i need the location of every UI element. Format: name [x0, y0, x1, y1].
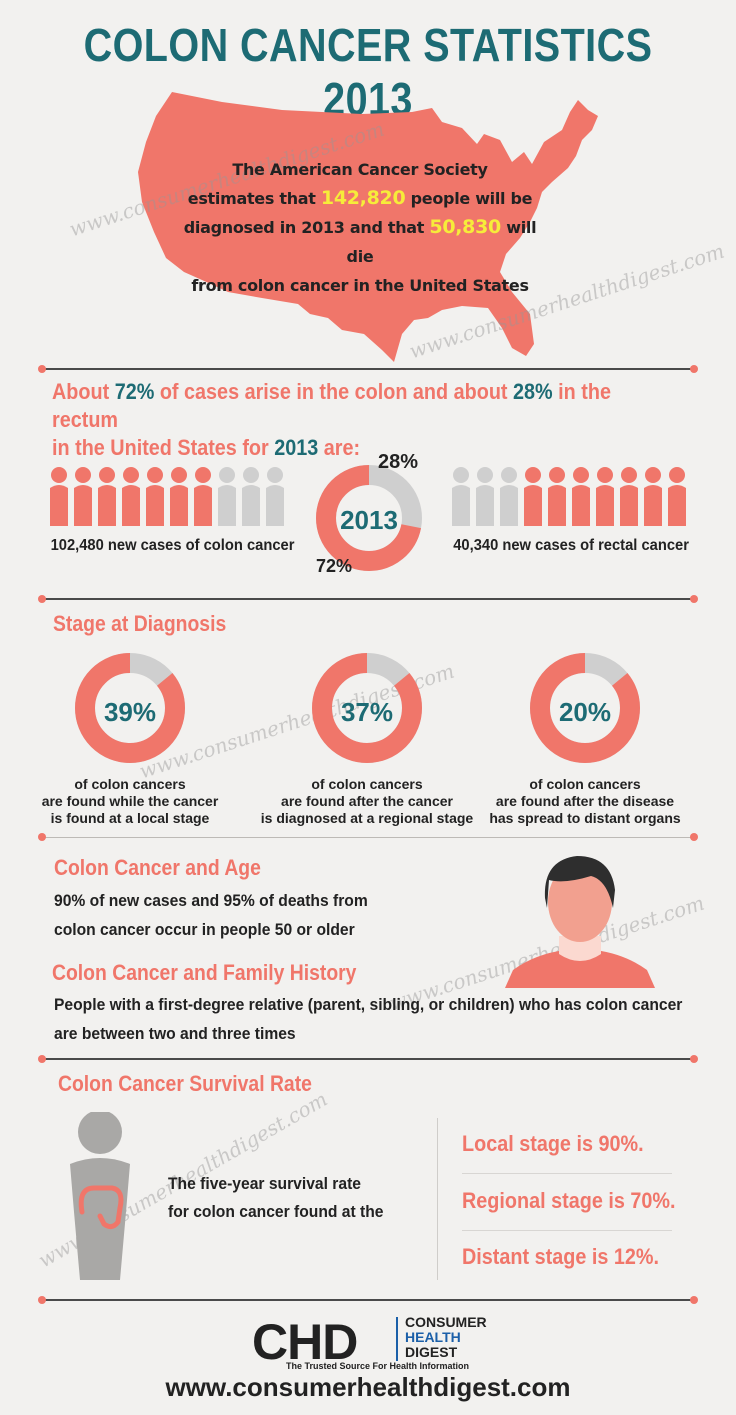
person-icon: [476, 467, 494, 526]
age-text: 90% of new cases and 95% of deaths from …: [54, 891, 368, 939]
section-divider: [38, 833, 698, 841]
stage-caption: of colon cancers are found after the canc…: [260, 776, 474, 826]
person-icon: [620, 467, 638, 526]
row-separator: [462, 1230, 672, 1231]
logo-tagline: The Trusted Source For Health Informatio…: [286, 1361, 470, 1371]
man-illustration: [505, 856, 655, 988]
logo-separator: [396, 1317, 398, 1361]
intro-line: estimates that 142,820 people will be: [187, 187, 533, 209]
logo-wordmark: CONSUMER HEALTH DIGEST: [405, 1314, 487, 1360]
survival-regional: Regional stage is 70%.: [462, 1188, 676, 1213]
intro-line: The American Cancer Society: [232, 160, 488, 179]
stage-title: Stage at Diagnosis: [53, 611, 227, 636]
donut-arc: [530, 653, 640, 763]
stage-pct-label: 39%: [103, 697, 157, 727]
person-icon: [266, 467, 284, 526]
person-icon: [170, 467, 188, 526]
person-icon: [644, 467, 662, 526]
colon-cases-caption: 102,480 new cases of colon cancer: [50, 537, 295, 554]
donut-colon-arc: [316, 465, 422, 571]
person-icon: [548, 467, 566, 526]
person-icon: [668, 467, 686, 526]
new-cases-value: 142,820: [320, 187, 406, 209]
deaths-value: 50,830: [429, 216, 501, 238]
person-icon: [242, 467, 260, 526]
person-icon: [500, 467, 518, 526]
person-icon: [572, 467, 590, 526]
person-icon: [122, 467, 140, 526]
survival-local: Local stage is 90%.: [462, 1131, 644, 1156]
person-icon: [596, 467, 614, 526]
donut-arc: [75, 653, 185, 763]
family-text: People with a first-degree relative (par…: [54, 995, 683, 1043]
chd-logo: CHD CONSUMER HEALTH DIGEST The Trusted S…: [252, 1313, 512, 1373]
person-icon: [524, 467, 542, 526]
intro-line: diagnosed in 2013 and that 50,830 will d…: [183, 216, 537, 266]
colon-people-icons: [48, 466, 286, 530]
person-icon: [50, 467, 68, 526]
logo-mark: CHD: [252, 1314, 358, 1370]
split-headline: About 72% of cases arise in the colon an…: [52, 379, 611, 460]
stage-donut-chart: [75, 653, 185, 763]
rectal-people-icons: [450, 466, 688, 530]
footer-url[interactable]: www.consumerhealthdigest.com: [165, 1372, 571, 1402]
vertical-separator: [437, 1118, 438, 1280]
section-divider: [38, 1055, 698, 1063]
survival-text: The five-year survival rate for colon ca…: [168, 1174, 384, 1221]
body-colon-illustration: [70, 1112, 130, 1280]
donut-colon-label: 72%: [316, 556, 353, 576]
row-separator: [462, 1173, 672, 1174]
donut-arc: [312, 653, 422, 763]
section-divider: [38, 1296, 698, 1304]
person-icon: [98, 467, 116, 526]
person-icon: [452, 467, 470, 526]
donut-center-label: 2013: [340, 505, 398, 535]
person-icon: [146, 467, 164, 526]
donut-rectum-label: 28%: [378, 451, 419, 473]
stage-donut-chart: [312, 653, 422, 763]
stage-pct-label: 37%: [340, 697, 394, 727]
page-title: COLON CANCER STATISTICS 2013: [83, 19, 653, 125]
stage-pct-label: 20%: [558, 697, 612, 727]
us-map-image: [138, 92, 598, 362]
person-icon: [74, 467, 92, 526]
section-divider: [38, 365, 698, 373]
person-icon: [218, 467, 236, 526]
intro-text: The American Cancer Society estimates th…: [170, 155, 550, 300]
rectal-cases-caption: 40,340 new cases of rectal cancer: [453, 537, 689, 554]
section-divider: [38, 595, 698, 603]
family-title: Colon Cancer and Family History: [52, 960, 357, 985]
survival-title: Colon Cancer Survival Rate: [58, 1071, 312, 1096]
stage-caption: of colon cancers are found while the canc…: [41, 776, 219, 826]
survival-distant: Distant stage is 12%.: [462, 1244, 659, 1269]
person-icon: [194, 467, 212, 526]
stage-donut-chart: [530, 653, 640, 763]
split-donut-chart: [316, 465, 422, 571]
age-title: Colon Cancer and Age: [54, 855, 261, 880]
stage-caption: of colon cancers are found after the dise…: [489, 776, 681, 826]
intro-line: from colon cancer in the United States: [191, 276, 529, 295]
